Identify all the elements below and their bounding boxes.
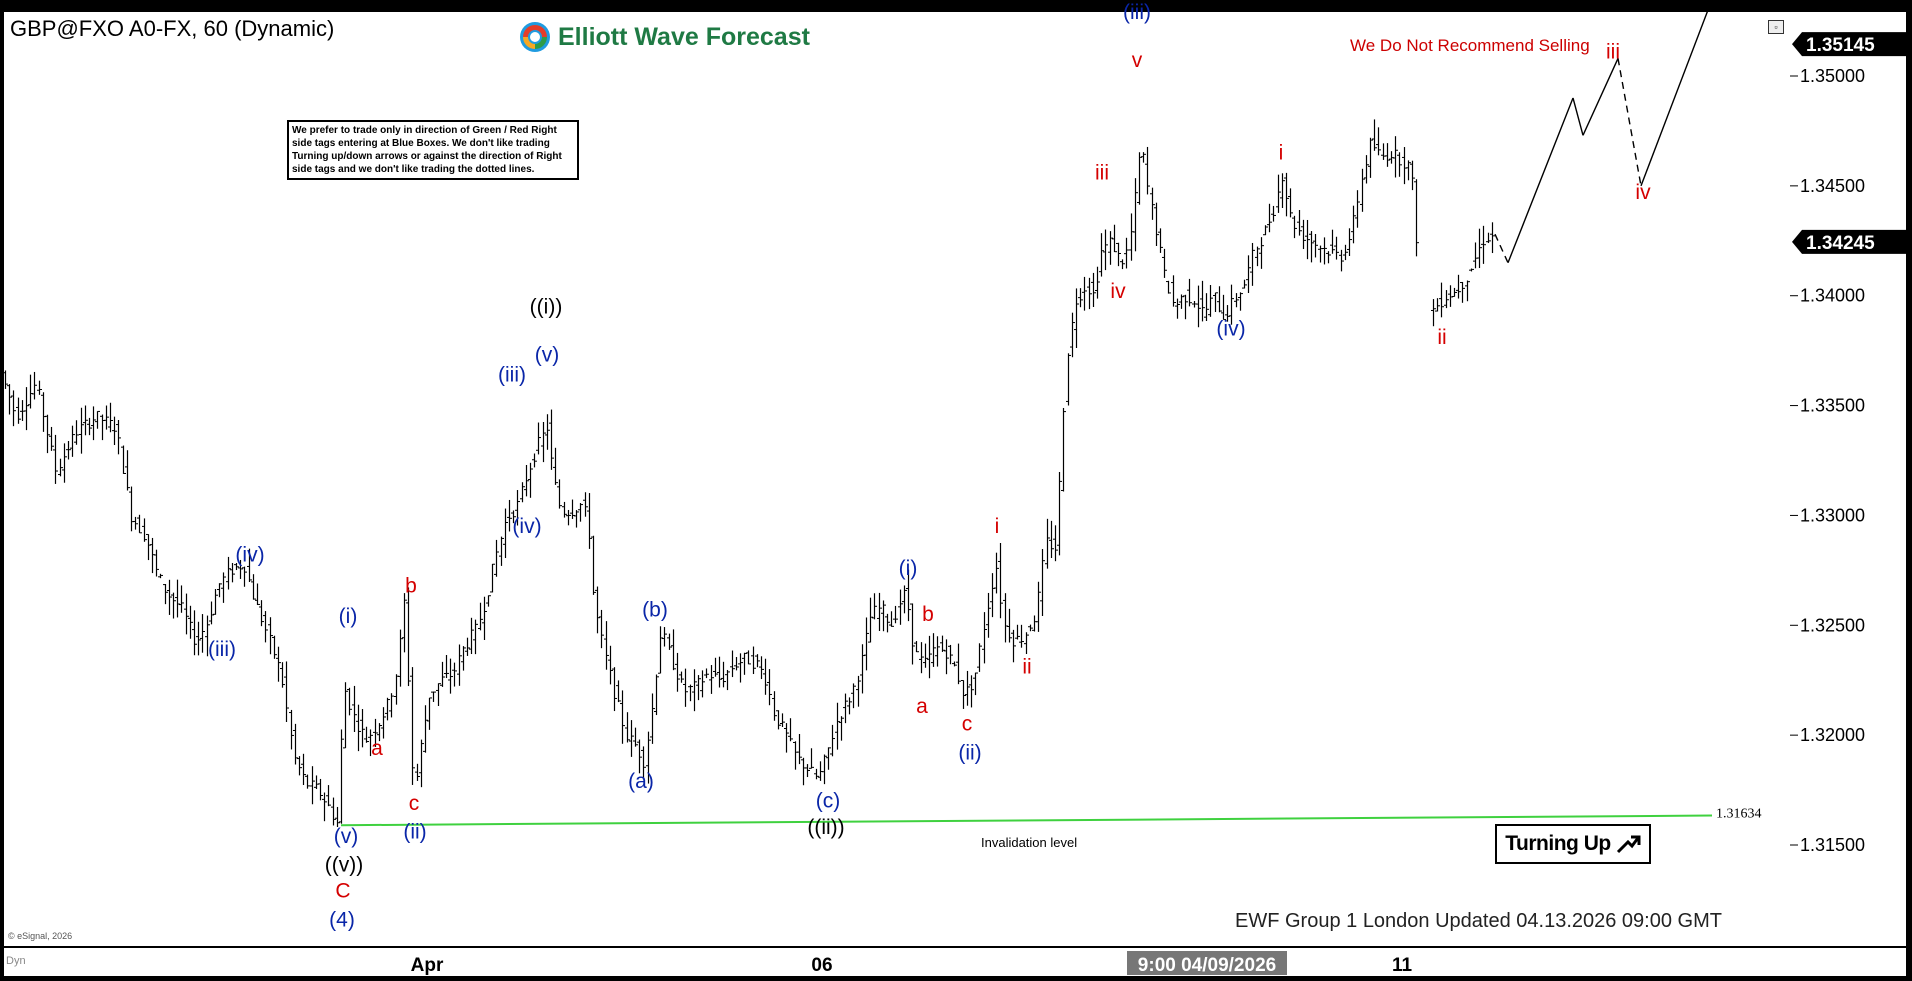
- wave-label: a: [916, 695, 928, 718]
- chart-symbol-title: GBP@FXO A0-FX, 60 (Dynamic): [10, 16, 335, 41]
- x-tick-label: 9:00 04/09/2026: [1138, 955, 1276, 976]
- wave-label: c: [409, 792, 420, 815]
- wave-label: iii: [1606, 40, 1620, 63]
- warning-text: We Do Not Recommend Selling: [1350, 36, 1590, 55]
- projection-segment: [1572, 97, 1584, 136]
- logo: Elliott Wave Forecast: [518, 20, 810, 54]
- wave-label: b: [922, 603, 934, 626]
- trading-rules-note: We prefer to trade only in direction of …: [287, 120, 579, 180]
- x-cursor-box: [1127, 951, 1287, 975]
- copyright-text: © eSignal, 2026: [8, 931, 73, 941]
- wave-label: ii: [1022, 656, 1031, 679]
- wave-label: ((v)): [325, 853, 363, 876]
- wave-label: (iii): [1123, 1, 1151, 24]
- projection-segment: [1507, 97, 1574, 264]
- invalidation-line: [340, 814, 1713, 827]
- wave-label: (iv): [512, 515, 541, 538]
- wave-label: (b): [642, 598, 668, 621]
- logo-icon: [520, 22, 550, 52]
- y-tick-label: 1.35000: [1800, 66, 1865, 86]
- window-restore-icon[interactable]: ▫: [1768, 20, 1784, 34]
- x-tick-label: 06: [811, 955, 832, 976]
- wave-label: (iv): [235, 544, 264, 567]
- price-tag: [1792, 32, 1906, 57]
- turning-up-label: Turning Up: [1505, 832, 1611, 855]
- dyn-label: Dyn: [6, 955, 26, 967]
- price-axis-panel[interactable]: [1790, 12, 1906, 946]
- price-tag-label: 1.35145: [1806, 35, 1875, 56]
- y-tick-label: 1.33500: [1800, 396, 1865, 416]
- invalidation-label: Invalidation level: [981, 835, 1078, 850]
- turning-up-badge: Turning Up: [1495, 824, 1651, 864]
- wave-label: (v): [334, 825, 359, 848]
- wave-label: iv: [1635, 181, 1651, 204]
- wave-label: ii: [1437, 326, 1446, 349]
- y-tick-label: 1.31500: [1800, 835, 1865, 855]
- wave-label: ((ii)): [807, 816, 844, 839]
- wave-label: (a): [628, 770, 654, 793]
- wave-label: iv: [1110, 280, 1126, 303]
- wave-label: (v): [535, 344, 560, 367]
- wave-label: (iv): [1216, 317, 1245, 340]
- price-tag-label: 1.34245: [1806, 233, 1875, 254]
- projection-segment: [1640, 0, 1713, 187]
- projection-segment: [1582, 58, 1619, 136]
- wave-label: ((i)): [530, 295, 563, 318]
- wave-label: v: [1132, 49, 1143, 72]
- wave-label: (4): [329, 908, 355, 931]
- y-tick-label: 1.34000: [1800, 286, 1865, 306]
- wave-label: c: [962, 713, 973, 736]
- wave-label: (iii): [498, 363, 526, 386]
- wave-label: (ii): [403, 820, 426, 843]
- time-axis-panel[interactable]: [4, 948, 1906, 976]
- wave-label: a: [371, 737, 383, 760]
- y-tick-label: 1.33000: [1800, 505, 1865, 525]
- y-tick-label: 1.32000: [1800, 725, 1865, 745]
- wave-label: (i): [339, 605, 358, 628]
- wave-label: b: [405, 574, 417, 597]
- wave-label: i: [995, 515, 1000, 538]
- wave-label: (c): [816, 790, 841, 813]
- logo-text: Elliott Wave Forecast: [558, 22, 810, 51]
- wave-label: (ii): [958, 741, 981, 764]
- wave-label: C: [335, 880, 350, 903]
- arrow-up-right-icon: [1616, 835, 1641, 854]
- invalidation-level-label: 1.31634: [1716, 807, 1762, 822]
- projection-segment: [1617, 58, 1642, 186]
- y-tick-label: 1.32500: [1800, 615, 1865, 635]
- price-tag: [1792, 229, 1906, 254]
- x-tick-label: 11: [1392, 955, 1413, 976]
- update-timestamp: EWF Group 1 London Updated 04.13.2026 09…: [1235, 910, 1722, 932]
- wave-label: iii: [1095, 161, 1109, 184]
- wave-label: i: [1279, 141, 1284, 164]
- wave-label: (iii): [208, 638, 236, 661]
- wave-label: (i): [899, 557, 918, 580]
- x-tick-label: Apr: [411, 955, 444, 976]
- y-tick-label: 1.34500: [1800, 176, 1865, 196]
- projection-segment: [1494, 233, 1509, 264]
